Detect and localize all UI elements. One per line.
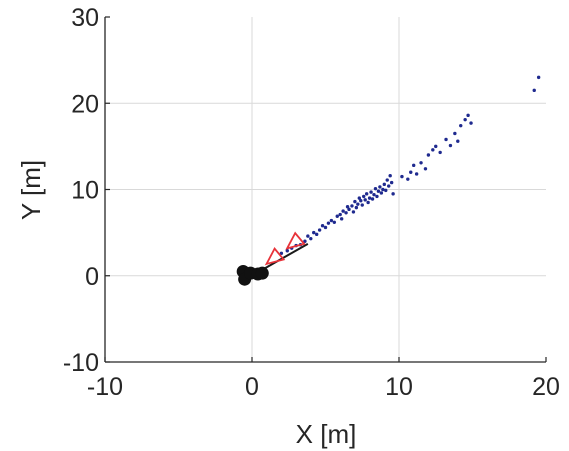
- trajectory-segment: [260, 242, 309, 272]
- data-point: [391, 192, 395, 196]
- x-tick-label: -10: [87, 373, 123, 401]
- data-point: [426, 153, 431, 157]
- y-tick-label: 20: [71, 90, 99, 118]
- grid-lines: [105, 17, 546, 362]
- data-point: [369, 190, 373, 194]
- data-point: [372, 192, 376, 197]
- data-point: [375, 194, 379, 199]
- data-point: [363, 198, 367, 202]
- x-tick-labels: -10 0 10 20: [87, 373, 560, 401]
- x-axis-label: X [m]: [296, 419, 357, 449]
- data-point: [434, 144, 438, 149]
- triangle-markers: [264, 231, 306, 266]
- data-point: [357, 196, 362, 200]
- data-point: [366, 200, 370, 205]
- data-point: [423, 167, 428, 171]
- x-tick-label: 10: [385, 373, 413, 401]
- data-point: [438, 150, 442, 155]
- data-point: [536, 75, 541, 80]
- data-point: [344, 211, 348, 215]
- y-axis-label: Y [m]: [16, 160, 46, 220]
- data-point: [312, 230, 316, 235]
- data-point: [353, 199, 357, 204]
- y-tick-label: -10: [63, 349, 99, 377]
- data-point: [354, 205, 359, 210]
- data-point: [463, 117, 467, 122]
- data-point: [341, 209, 345, 213]
- data-point: [376, 189, 381, 193]
- data-point: [364, 192, 369, 196]
- x-tick-label: 20: [532, 373, 560, 401]
- data-point: [414, 172, 419, 176]
- triangle-marker: [285, 231, 306, 250]
- data-point: [303, 239, 307, 243]
- data-point: [385, 178, 389, 182]
- data-point: [351, 210, 356, 214]
- data-point: [456, 139, 460, 143]
- data-point: [317, 228, 322, 232]
- trajectory-line: [260, 242, 309, 272]
- data-point: [409, 170, 413, 174]
- data-point: [389, 180, 394, 185]
- data-point: [309, 236, 313, 241]
- data-point: [448, 143, 453, 148]
- data-point: [306, 234, 310, 238]
- data-point: [431, 148, 435, 152]
- x-tick-label: 0: [245, 373, 259, 401]
- data-point: [412, 163, 416, 168]
- data-point: [466, 113, 470, 118]
- circle-marker: [255, 266, 269, 280]
- data-point: [347, 207, 351, 212]
- data-point: [381, 187, 385, 192]
- data-point: [356, 202, 360, 206]
- data-point: [285, 249, 289, 253]
- data-point: [359, 199, 363, 203]
- data-point: [362, 194, 366, 199]
- circle-markers: [236, 264, 269, 286]
- data-point: [320, 224, 325, 228]
- data-point: [323, 225, 328, 230]
- data-point: [453, 131, 457, 136]
- data-points: [279, 75, 541, 256]
- data-point: [338, 212, 342, 217]
- data-point: [378, 185, 382, 189]
- data-point: [388, 174, 392, 178]
- data-point: [387, 184, 391, 188]
- data-point: [367, 196, 372, 200]
- data-point: [384, 188, 388, 193]
- data-point: [400, 174, 404, 179]
- data-point: [444, 137, 448, 142]
- data-point: [360, 203, 364, 207]
- data-point: [314, 232, 319, 237]
- data-point: [370, 197, 375, 201]
- data-point: [345, 205, 350, 209]
- data-point: [339, 217, 344, 221]
- y-tick-label: 0: [85, 263, 99, 291]
- data-point: [532, 88, 536, 93]
- data-point: [335, 214, 339, 218]
- data-point: [469, 121, 473, 125]
- data-point: [279, 251, 284, 256]
- data-point: [406, 177, 410, 181]
- triangle-marker: [264, 247, 286, 266]
- data-point: [329, 218, 334, 223]
- data-point: [419, 161, 423, 165]
- data-point: [459, 123, 463, 128]
- y-tick-label: 30: [71, 4, 99, 32]
- data-point: [326, 221, 331, 225]
- plot-axes: [104, 16, 547, 363]
- data-point: [350, 204, 354, 208]
- data-point: [332, 220, 337, 224]
- y-tick-labels: -10 0 10 20 30: [63, 4, 99, 377]
- data-point: [373, 186, 378, 191]
- data-point: [379, 191, 384, 195]
- y-tick-label: 10: [71, 177, 99, 205]
- data-point: [382, 182, 386, 187]
